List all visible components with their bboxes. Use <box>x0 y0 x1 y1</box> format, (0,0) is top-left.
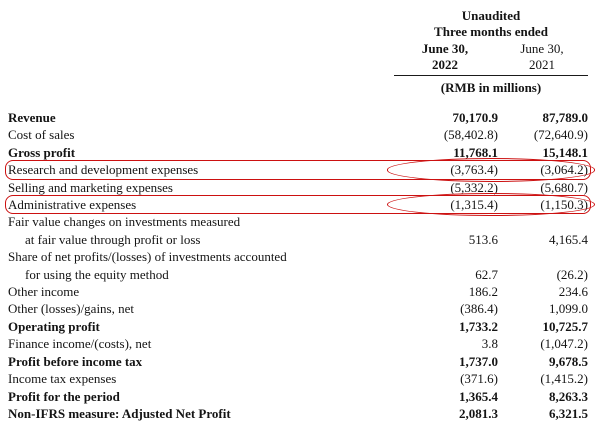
value-2021: 1,099.0 <box>549 301 588 317</box>
value-2021: 10,725.7 <box>542 318 589 334</box>
table-row: Profit for the period 1,365.4 8,263.3 <box>8 388 588 405</box>
table-row: Cost of sales (58,402.8) (72,640.9) <box>8 126 588 143</box>
value-2021: 9,678.5 <box>549 353 588 369</box>
table-row: Research and development expenses (3,763… <box>5 158 595 182</box>
table-row: Other income 186.2 234.6 <box>8 283 588 300</box>
table-row: at fair value through profit or loss 513… <box>8 231 588 248</box>
value-2022: 70,170.9 <box>452 110 499 125</box>
table-row: Revenue 70,170.9 87,789.0 <box>8 109 588 126</box>
value-2022: 1,365.4 <box>459 388 498 404</box>
table-row: Operating profit 1,733.2 10,725.7 <box>8 318 588 335</box>
row-label: Cost of sales <box>8 127 75 143</box>
date-2021-month: June 30, <box>520 41 564 56</box>
value-2022: 2,081.3 <box>459 405 498 421</box>
row-label: Fair value changes on investments measur… <box>8 214 241 230</box>
value-2022: 3.8 <box>481 336 498 352</box>
table-row: Selling and marketing expenses (5,332.2)… <box>8 179 588 196</box>
value-2022: (386.4) <box>460 301 498 317</box>
table-row: Fair value changes on investments measur… <box>8 213 588 230</box>
statement-rows: Revenue 70,170.9 87,789.0 Cost of sales … <box>5 109 595 422</box>
statement-header: Unaudited Three months ended June 30, 20… <box>8 8 588 97</box>
value-2022: (58,402.8) <box>443 127 498 143</box>
value-2022: 1,733.2 <box>459 318 498 334</box>
row-label: Research and development expenses <box>8 162 199 178</box>
table-row: for using the equity method 62.7 (26.2) <box>8 266 588 283</box>
row-label: Share of net profits/(losses) of investm… <box>8 249 287 265</box>
value-2021: (72,640.9) <box>533 127 588 143</box>
row-label: Non-IFRS measure: Adjusted Net Profit <box>8 405 231 421</box>
row-label: Administrative expenses <box>8 197 137 213</box>
header-columns: Unaudited Three months ended June 30, 20… <box>394 8 588 97</box>
table-row: Other (losses)/gains, net (386.4) 1,099.… <box>8 300 588 317</box>
value-2022: (1,315.4) <box>450 197 498 213</box>
row-label: Other (losses)/gains, net <box>8 301 135 317</box>
value-2021: (1,150.3) <box>540 197 588 213</box>
value-2021: 6,321.5 <box>549 405 588 421</box>
table-row: Income tax expenses (371.6) (1,415.2) <box>8 370 588 387</box>
table-row: Share of net profits/(losses) of investm… <box>8 248 588 265</box>
value-2021: 87,789.0 <box>542 110 589 125</box>
table-row: Non-IFRS measure: Adjusted Net Profit 2,… <box>8 405 588 422</box>
header-spacer <box>8 8 394 97</box>
row-label: Gross profit <box>8 144 76 160</box>
row-label: Finance income/(costs), net <box>8 336 152 352</box>
value-2022: 11,768.1 <box>453 144 498 160</box>
unaudited-label: Unaudited <box>461 8 521 23</box>
currency-unit-label: (RMB in millions) <box>440 80 542 95</box>
value-2021: (1,415.2) <box>540 371 588 387</box>
value-2022: (371.6) <box>460 371 498 387</box>
table-row: Finance income/(costs), net 3.8 (1,047.2… <box>8 335 588 352</box>
date-column-2022: June 30, 2022 <box>394 41 496 76</box>
row-label: Other income <box>8 284 80 300</box>
value-2021: (3,064.2) <box>540 162 588 178</box>
value-2022: 513.6 <box>468 231 498 247</box>
date-2021-year: 2021 <box>529 57 555 72</box>
value-2022: (3,763.4) <box>450 162 498 178</box>
value-2022: 186.2 <box>468 284 498 300</box>
row-label: Income tax expenses <box>8 371 117 387</box>
date-2022-month: June 30, <box>421 41 469 56</box>
row-label: Profit for the period <box>8 388 120 404</box>
date-columns: June 30, 2022 June 30, 2021 <box>394 41 588 76</box>
row-label: for using the equity method <box>25 266 169 282</box>
value-2021: (5,680.7) <box>540 179 588 195</box>
value-2021: 8,263.3 <box>549 388 588 404</box>
value-2022: 1,737.0 <box>459 353 498 369</box>
value-2021: 4,165.4 <box>549 231 588 247</box>
value-2021: 15,148.1 <box>542 144 589 160</box>
row-label: Selling and marketing expenses <box>8 179 173 195</box>
period-label: Three months ended <box>434 24 548 39</box>
row-label: Revenue <box>8 110 56 125</box>
value-2021: (1,047.2) <box>540 336 588 352</box>
date-column-2021: June 30, 2021 <box>496 41 588 76</box>
table-row: Administrative expenses (1,315.4) (1,150… <box>5 193 595 217</box>
value-2021: 234.6 <box>558 284 588 300</box>
table-row: Profit before income tax 1,737.0 9,678.5 <box>8 353 588 370</box>
date-2022-year: 2022 <box>432 57 458 72</box>
value-2022: (5,332.2) <box>450 179 498 195</box>
row-label: Operating profit <box>8 318 100 334</box>
row-label: at fair value through profit or loss <box>25 231 201 247</box>
row-label: Profit before income tax <box>8 353 143 369</box>
table-row: Gross profit 11,768.1 15,148.1 <box>8 144 588 161</box>
value-2022: 62.7 <box>475 266 498 282</box>
value-2021: (26.2) <box>556 266 588 282</box>
